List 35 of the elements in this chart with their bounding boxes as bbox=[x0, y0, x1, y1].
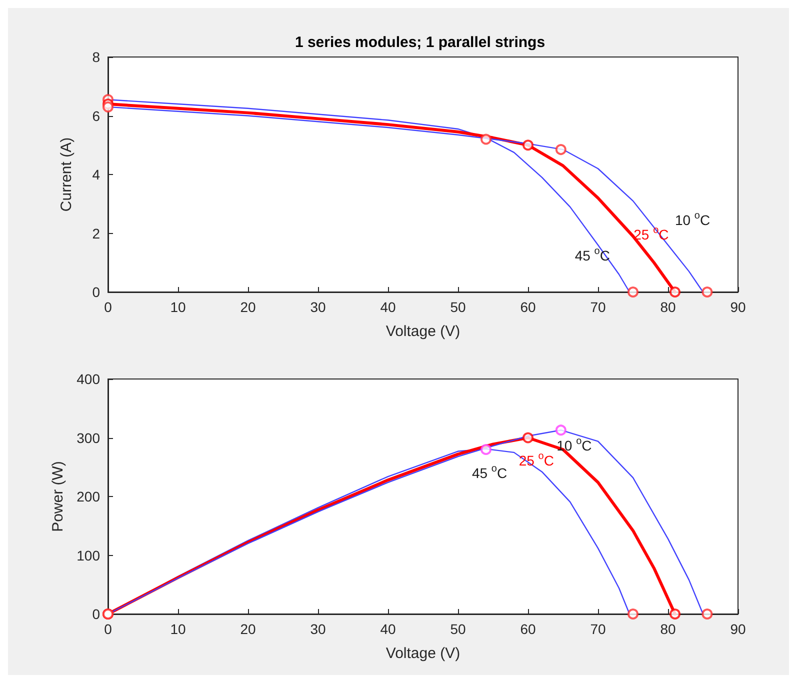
y-tick-label: 400 bbox=[76, 371, 100, 387]
y-tick-label: 0 bbox=[92, 606, 100, 622]
y-tick-label: 100 bbox=[76, 547, 100, 564]
y-tick-label: 4 bbox=[92, 166, 100, 182]
x-tick-label: 10 bbox=[170, 299, 186, 315]
x-tick-label: 90 bbox=[730, 299, 746, 315]
x-tick-label: 40 bbox=[380, 621, 396, 637]
x-tick-label: 20 bbox=[240, 621, 256, 637]
x-tick-label: 70 bbox=[590, 299, 606, 315]
x-tick-label: 50 bbox=[450, 299, 466, 315]
x-tick-label: 80 bbox=[660, 621, 676, 637]
x-tick-label: 30 bbox=[310, 299, 326, 315]
x-axis-title: Voltage (V) bbox=[386, 645, 460, 662]
x-tick-label: 40 bbox=[380, 299, 396, 315]
x-tick-label: 0 bbox=[104, 299, 112, 315]
x-axis-title: Voltage (V) bbox=[386, 323, 460, 340]
x-tick-label: 50 bbox=[450, 621, 466, 637]
y-axis-title: Current (A) bbox=[58, 137, 75, 212]
x-tick-label: 90 bbox=[730, 621, 746, 637]
y-tick-label: 8 bbox=[92, 49, 100, 65]
y-tick-label: 6 bbox=[92, 108, 100, 124]
y-axis-title: Power (W) bbox=[50, 461, 67, 532]
chart-title: 1 series modules; 1 parallel strings bbox=[294, 34, 546, 51]
x-tick-label: 80 bbox=[660, 299, 676, 315]
x-tick-label: 30 bbox=[310, 621, 326, 637]
x-tick-label: 60 bbox=[520, 621, 536, 637]
x-tick-label: 20 bbox=[240, 299, 256, 315]
x-tick-label: 0 bbox=[104, 621, 112, 637]
y-tick-label: 2 bbox=[92, 225, 100, 242]
x-tick-label: 60 bbox=[520, 299, 536, 315]
x-tick-label: 70 bbox=[590, 621, 606, 637]
y-tick-label: 0 bbox=[92, 284, 100, 300]
y-tick-label: 200 bbox=[76, 488, 100, 504]
x-tick-label: 10 bbox=[170, 621, 186, 637]
y-tick-label: 300 bbox=[76, 430, 100, 446]
